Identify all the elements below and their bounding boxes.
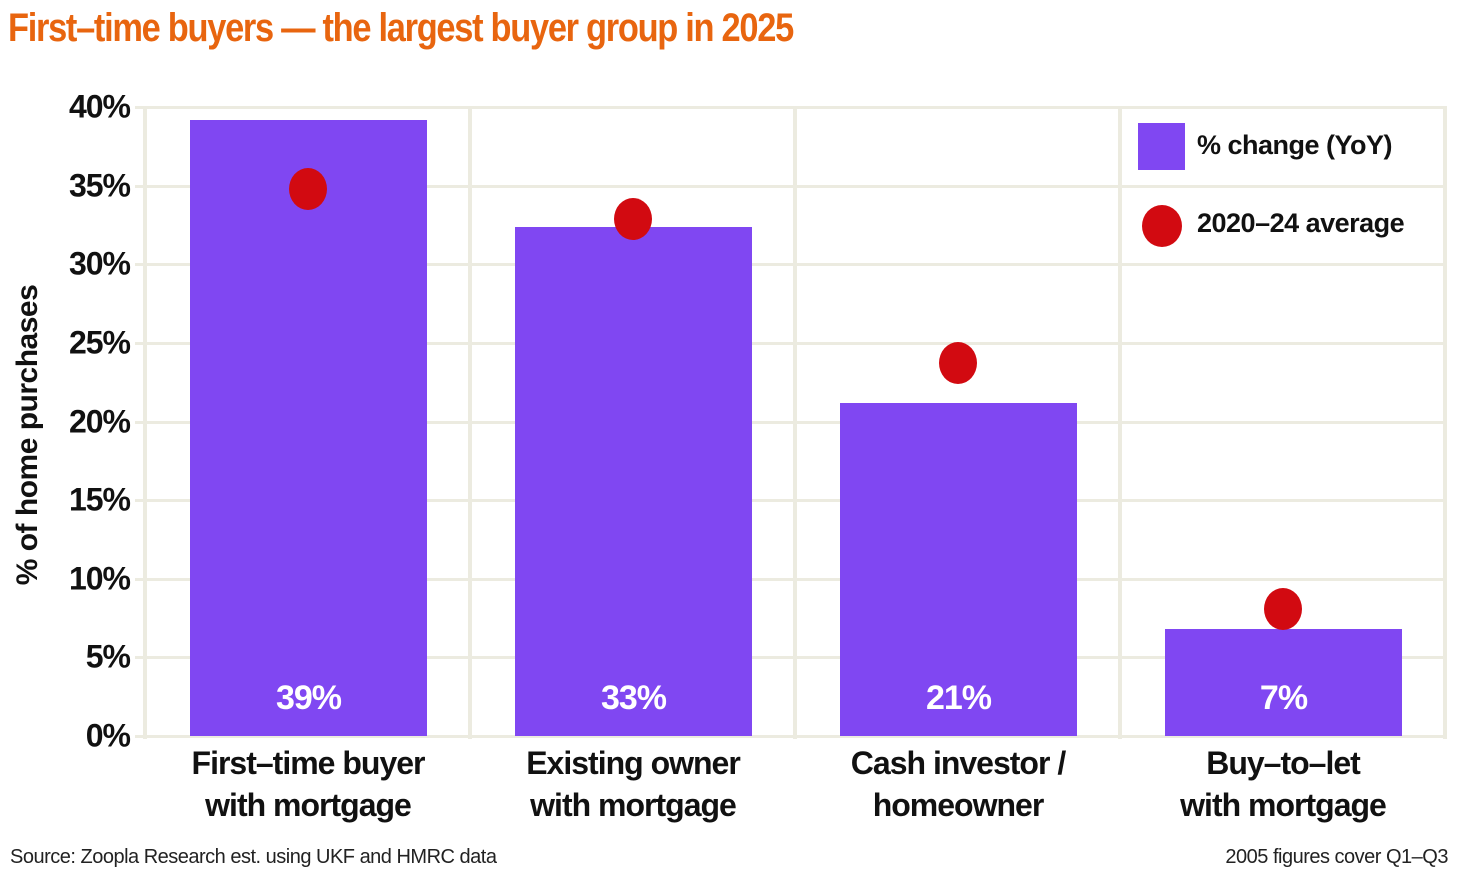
source-note: Source: Zoopla Research est. using UKF a… xyxy=(10,846,497,868)
bar: 7% xyxy=(1165,629,1402,736)
bar-value-label: 7% xyxy=(1259,679,1308,717)
y-tick-label: 15% xyxy=(68,481,131,518)
category-line-2: with mortgage xyxy=(530,787,737,823)
legend-bar-swatch xyxy=(1138,123,1185,170)
average-dot-marker xyxy=(1264,587,1302,630)
x-category-label: Buy–to–let with mortgage xyxy=(1118,742,1448,826)
y-tick-label: 35% xyxy=(68,167,131,204)
y-tick-label: 30% xyxy=(68,245,131,282)
category-line-1: Buy–to–let xyxy=(1206,745,1361,781)
gridline-horizontal xyxy=(135,656,1447,660)
y-tick-label: 20% xyxy=(68,403,131,439)
category-line-2: with mortgage xyxy=(205,787,412,823)
footnote: 2005 figures cover Q1–Q3 xyxy=(1225,846,1448,868)
category-line-2: with mortgage xyxy=(1180,787,1387,823)
y-tick-label: 40% xyxy=(68,88,131,125)
bar-value-label: 33% xyxy=(600,679,667,717)
average-dot-marker xyxy=(939,342,977,385)
x-category-label: Cash investor / homeowner xyxy=(793,742,1123,826)
gridline-horizontal xyxy=(135,184,1447,188)
category-line-1: First–time buyer xyxy=(191,745,426,781)
gridline-horizontal xyxy=(135,106,1447,109)
y-tick-label: 5% xyxy=(85,638,131,675)
legend-dot-label: 2020–24 average xyxy=(1197,208,1405,238)
y-tick-label: 25% xyxy=(68,324,131,361)
gridline-horizontal xyxy=(135,577,1447,581)
category-line-2: homeowner xyxy=(872,787,1045,823)
x-category-label: Existing owner with mortgage xyxy=(468,742,798,826)
x-category-label: First–time buyer with mortgage xyxy=(143,742,473,826)
bar-value-label: 21% xyxy=(925,679,992,717)
chart-title: First–time buyers — the largest buyer gr… xyxy=(8,6,794,50)
gridline-horizontal xyxy=(135,420,1447,424)
category-line-1: Existing owner xyxy=(526,745,741,781)
gridline-horizontal xyxy=(135,341,1447,345)
plot-area: 39% 33% 21% 7% xyxy=(135,106,1447,739)
y-tick-label: 10% xyxy=(68,560,131,597)
average-dot-marker xyxy=(614,197,652,240)
gridline-horizontal xyxy=(135,263,1447,267)
gridline-horizontal xyxy=(135,499,1447,503)
bar: 33% xyxy=(515,226,752,736)
bar: 21% xyxy=(840,402,1077,736)
legend-bar-label: % change (YoY) xyxy=(1197,130,1393,160)
average-dot-marker xyxy=(289,167,327,210)
bar-value-label: 39% xyxy=(275,679,342,717)
gridline-horizontal xyxy=(135,735,1447,738)
y-tick-label: 0% xyxy=(85,717,131,754)
legend-dot-marker xyxy=(1142,205,1182,247)
bar: 39% xyxy=(190,119,427,736)
category-line-1: Cash investor / xyxy=(850,745,1066,781)
